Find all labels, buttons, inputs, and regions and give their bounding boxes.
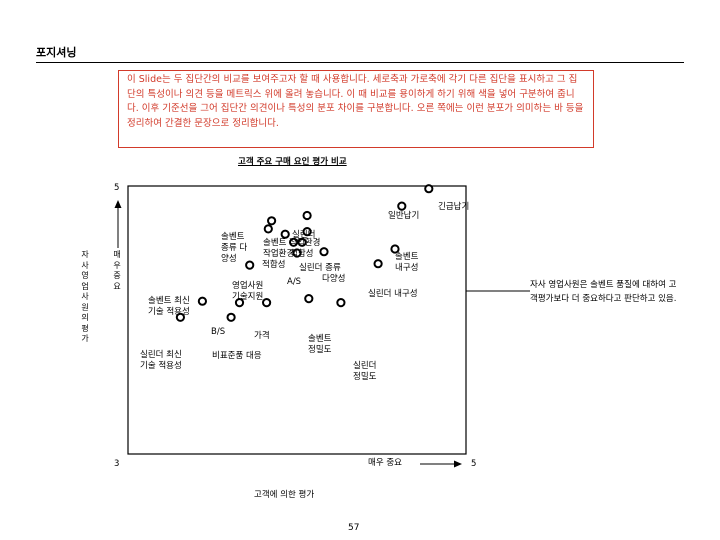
point-label: 다양성 — [322, 274, 346, 284]
points-layer — [175, 184, 434, 322]
point-label: 실린더 종류 — [299, 263, 341, 273]
x-tick-right: 5 — [471, 459, 477, 469]
point-label: 실린더 — [292, 230, 316, 240]
data-point — [424, 184, 434, 194]
data-point — [263, 224, 273, 234]
x-axis-label: 고객에 의한 평가 — [254, 490, 315, 500]
data-point — [197, 296, 207, 306]
data-point — [175, 312, 185, 322]
page-number: 57 — [348, 523, 360, 533]
y-axis-marker: 매우 중요 — [113, 250, 121, 291]
point-label: 솔벤트 작업환경 — [263, 238, 321, 248]
y-tick-top: 5 — [114, 183, 120, 193]
point-label: 솔벤트 정밀도 — [308, 334, 332, 355]
data-point — [302, 210, 312, 221]
data-point — [226, 312, 236, 322]
point-label: 비표준품 대응 — [212, 351, 262, 361]
data-point — [304, 294, 314, 304]
page-title: 포지셔닝 — [36, 46, 77, 59]
point-label: 실린더 최신기술 적용성 — [140, 350, 182, 371]
point-label: 일반납기 — [388, 211, 420, 221]
data-point — [262, 298, 272, 308]
plot-frame — [127, 185, 467, 455]
point-label: 실린더 정밀도 — [353, 361, 377, 382]
data-point — [234, 298, 245, 308]
point-label: 가격 — [254, 331, 270, 341]
y-tick-bottom: 3 — [114, 459, 120, 469]
data-point — [336, 298, 346, 308]
point-label: 적합성 — [290, 249, 314, 259]
data-point — [280, 229, 290, 239]
data-point — [319, 247, 329, 257]
point-label: B/S — [211, 327, 226, 337]
data-point — [397, 201, 407, 211]
x-axis-marker: 매우 중요 — [368, 458, 402, 468]
data-point — [373, 259, 383, 269]
point-label: 영업사원 기술지원 — [232, 281, 264, 302]
data-point — [292, 248, 302, 258]
data-point — [302, 227, 312, 237]
instruction-note: 이 Slide는 두 집단간의 비교를 보여주고자 할 때 사용합니다. 세로축… — [118, 70, 594, 148]
point-label: 실린더 내구성 — [368, 289, 418, 299]
x-axis-arrowhead — [454, 460, 462, 468]
point-label: A/S — [287, 277, 302, 287]
point-label: 작업환경 — [263, 249, 295, 259]
data-point — [245, 260, 255, 270]
chart-title: 고객 주요 구매 요인 평가 비교 — [238, 157, 347, 167]
data-point — [289, 237, 299, 247]
point-label: 적합성 — [262, 260, 286, 270]
point-label: 긴급납기 — [438, 202, 470, 212]
y-axis-arrowhead — [114, 200, 122, 208]
point-label: 솔벤트 종류 다양성 — [221, 232, 248, 264]
interpretation-text: 자사 영업사원은 솔벤트 품질에 대하여 고객평가보다 더 중요하다고 판단하고… — [530, 280, 677, 304]
point-label: 솔벤트 최신기술 적용성 — [148, 296, 190, 317]
title-divider — [36, 62, 684, 63]
point-label: 솔벤트 내구성 — [395, 252, 419, 273]
data-point — [267, 216, 277, 226]
data-point — [390, 244, 400, 254]
data-point — [297, 237, 307, 247]
y-axis-label: 자사 영업사원의 평가 — [81, 250, 89, 343]
